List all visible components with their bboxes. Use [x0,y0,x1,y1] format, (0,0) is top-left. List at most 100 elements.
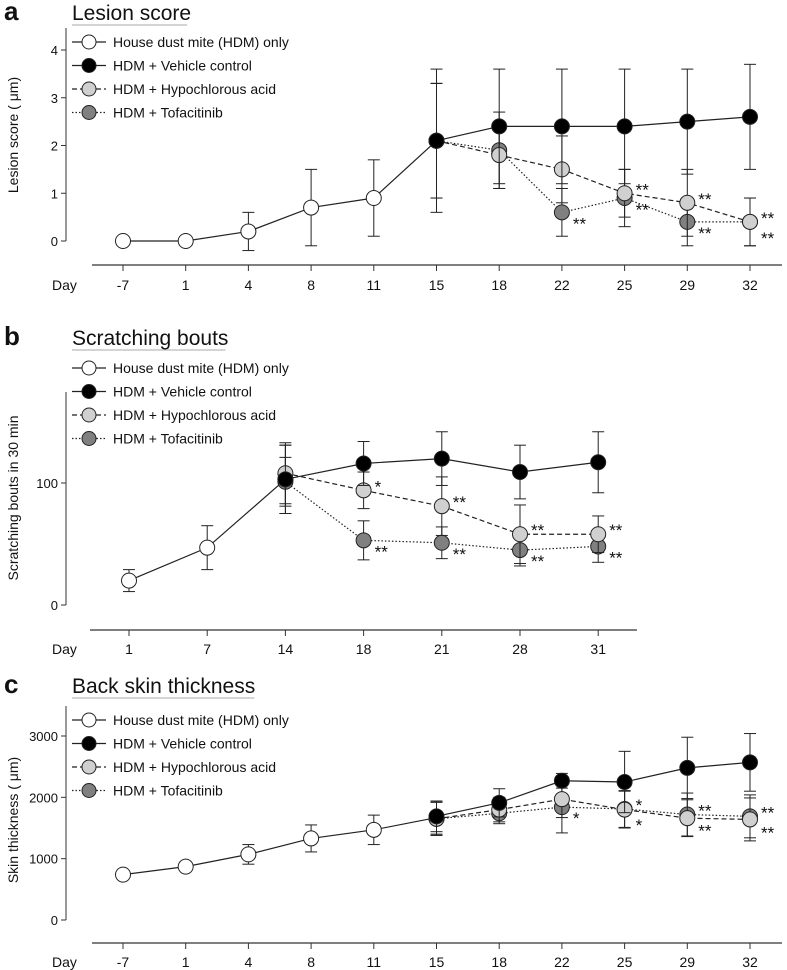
data-point [742,811,758,828]
significance-marker: ** [531,521,545,540]
series-line [436,116,751,142]
legend-item: HDM + Hypochlorous acid [72,407,276,423]
significance-marker: ** [453,545,467,564]
data-point [616,185,633,202]
significance-marker: ** [761,803,775,822]
legend-marker [81,783,97,798]
data-point [355,455,372,472]
data-point [616,118,633,135]
series-0 [121,444,294,593]
x-tick-label: 28 [512,641,528,657]
x-tick-label: 32 [742,954,758,970]
x-tick-label: 8 [307,277,315,293]
legend-marker [81,407,97,423]
data-point [433,534,450,551]
significance-marker: ** [761,229,775,248]
legend-label: HDM + Hypochlorous acid [113,759,276,775]
y-tick-label: 1000 [29,852,58,867]
legend-label: HDM + Tofacitinib [113,431,223,447]
significance-marker: ** [375,542,389,561]
data-point [177,233,194,249]
data-point [365,190,382,207]
y-axis-label: Scratching bouts in 30 min [5,416,21,581]
x-axis-label: Day [52,641,77,657]
x-tick-label: 7 [203,641,211,657]
series-3: ** ** ** [428,780,775,839]
x-axis-label: Day [52,954,77,970]
x-tick-label: 21 [434,641,450,657]
data-point [553,118,570,135]
data-point [177,858,194,875]
y-tick-label: 0 [51,234,58,249]
y-tick-label: 2000 [29,790,58,805]
significance-marker: ** [609,548,623,567]
legend-item: House dust mite (HDM) only [72,34,289,50]
series-0 [115,800,445,883]
data-point [433,450,450,467]
significance-marker: * [375,477,382,496]
data-point [428,132,445,149]
x-tick-label: 29 [680,277,696,293]
legend-item: HDM + Hypochlorous acid [72,81,276,97]
x-tick-label: 4 [245,277,253,293]
panel-label: a [4,0,19,26]
x-tick-label: 18 [356,641,372,657]
series-1 [428,63,758,199]
significance-marker: ** [453,493,467,512]
significance-marker: * [636,796,643,815]
x-axis-label: Day [52,277,77,293]
data-point [303,830,320,847]
x-tick-label: 15 [429,954,445,970]
series-line [436,140,750,223]
legend-marker [81,58,97,73]
chart-title: Scratching bouts [72,327,228,350]
legend-item: HDM + Hypochlorous acid [72,759,276,775]
significance-marker: * [573,809,580,828]
legend-item: HDM + Tofacitinib [72,783,223,799]
data-point [679,194,696,211]
series-line [436,798,751,821]
chart-title: Back skin thickness [72,675,255,698]
series-1 [277,431,607,514]
x-tick-label: 1 [182,277,190,293]
legend-marker [81,384,97,399]
data-point [433,498,450,515]
series-line [285,472,599,535]
y-axis-label: Lesion score ( μm) [5,77,21,193]
data-point [303,199,320,216]
significance-marker: ** [761,209,775,228]
legend-label: HDM + Hypochlorous acid [113,407,276,423]
significance-marker: ** [698,190,712,209]
x-tick-label: 25 [617,277,633,293]
series-line [122,816,437,876]
series-3: ******** [428,82,775,247]
significance-marker: ** [698,822,712,841]
y-tick-label: 100 [36,476,58,491]
legend-marker [81,105,97,120]
legend-label: HDM + Tofacitinib [113,783,223,799]
legend-label: House dust mite (HDM) only [113,34,289,50]
x-tick-label: 15 [429,277,445,293]
data-point [365,821,382,838]
data-point [742,108,758,125]
significance-marker: ** [698,802,712,821]
x-tick-label: 31 [590,641,606,657]
legend-label: House dust mite (HDM) only [113,360,289,376]
legend-marker [81,360,97,376]
legend-item: HDM + Vehicle control [72,736,252,752]
legend-marker [81,712,97,728]
data-point [742,754,758,771]
data-point [277,471,294,488]
x-tick-label: 22 [554,277,570,293]
legend-item: HDM + Vehicle control [72,384,252,400]
legend-item: House dust mite (HDM) only [72,712,289,728]
y-tick-label: 0 [51,913,58,928]
panel-a: a Lesion score Lesion score ( μm) 0 1 2 3 4 Day -… [4,0,782,293]
data-point [240,223,257,240]
data-point [240,846,257,863]
significance-marker: * [636,816,643,835]
data-point [115,233,131,249]
data-point [199,539,216,556]
significance-marker: ** [636,180,650,199]
panel-label: b [4,321,20,351]
